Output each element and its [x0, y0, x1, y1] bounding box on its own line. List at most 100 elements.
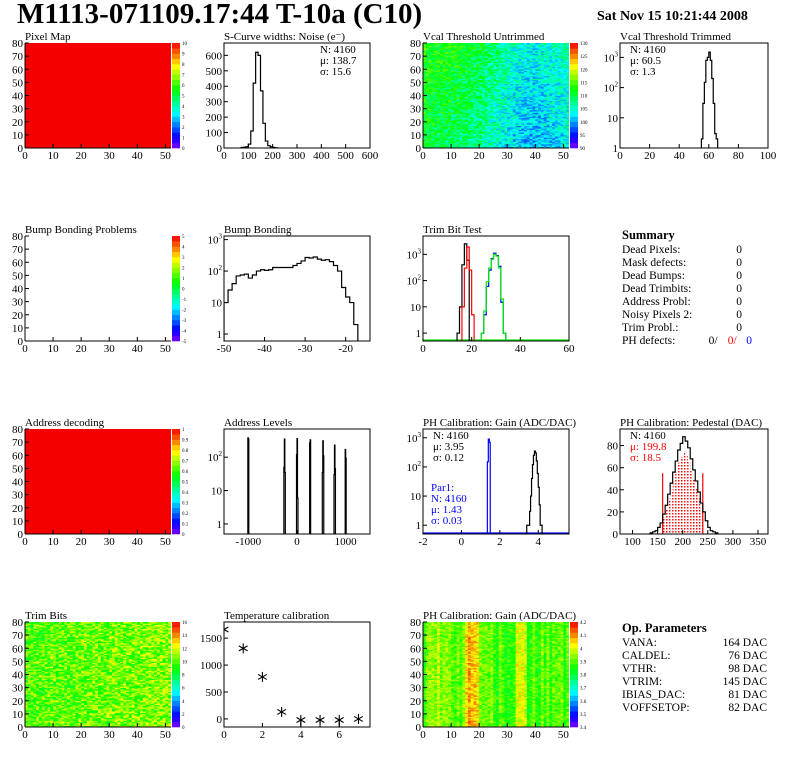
heatmap-cell [538, 77, 542, 79]
heatmap-cell [445, 81, 449, 83]
heatmap-cell [560, 58, 564, 61]
heatmap-cell [521, 137, 525, 140]
heatmap-cell [487, 100, 491, 103]
heatmap-cell [484, 100, 488, 103]
x-tick-label: -40 [257, 343, 272, 355]
heatmap-cell [524, 45, 528, 48]
heatmap-cell [428, 52, 432, 54]
heatmap-cell [526, 128, 530, 130]
heatmap-cell [467, 120, 472, 123]
heatmap-cell [501, 66, 505, 69]
heatmap-cell [512, 140, 516, 142]
heatmap-cell [479, 43, 483, 45]
heatmap-cell [484, 115, 488, 117]
heatmap-cell [476, 43, 480, 45]
heatmap-cell [521, 46, 525, 49]
heatmap-cell [554, 137, 559, 140]
heatmap-cell [30, 654, 34, 657]
heatmap-cell [510, 69, 514, 71]
heatmap-cell [518, 108, 522, 111]
heatmap-cell [459, 124, 463, 126]
heatmap-cell [493, 138, 497, 141]
heatmap-cell [507, 141, 511, 144]
heatmap-cell [33, 635, 37, 637]
heatmap-cell [493, 90, 497, 92]
heatmap-cell [481, 61, 486, 63]
heatmap-cell [560, 96, 564, 99]
palette-swatch [570, 127, 578, 133]
heatmap-cell [524, 136, 528, 138]
heatmap-cell [552, 120, 556, 123]
heatmap-cell [546, 46, 550, 49]
heatmap-cell [473, 71, 477, 74]
heatmap-cell [25, 653, 29, 656]
heatmap-cell [501, 113, 505, 116]
heatmap-cell [493, 44, 497, 46]
heatmap-cell [560, 121, 564, 124]
heatmap-cell [481, 119, 486, 121]
heatmap-cell [27, 649, 31, 652]
heatmap-cell [451, 66, 455, 69]
heatmap-cell [442, 79, 446, 82]
heatmap-cell [442, 91, 446, 94]
heatmap-cell [451, 145, 455, 147]
heatmap-cell [515, 144, 519, 146]
heatmap-cell [442, 61, 446, 63]
heatmap-cell [428, 134, 432, 137]
heatmap-cell [501, 142, 505, 145]
heatmap-cell [453, 112, 457, 115]
heatmap-cell [425, 62, 429, 65]
heatmap-cell [456, 133, 460, 136]
heatmap-cell [518, 77, 522, 79]
heatmap-cell [473, 78, 477, 81]
heatmap-cell [25, 632, 29, 635]
heatmap-cell [456, 106, 460, 108]
heatmap-cell [465, 141, 469, 144]
heatmap-cell [456, 134, 460, 137]
heatmap-cell [27, 679, 31, 682]
heatmap-cell [512, 53, 516, 56]
heatmap-cell [552, 70, 556, 73]
heatmap-cell [467, 116, 472, 119]
heatmap-cell [526, 75, 530, 78]
heatmap-cell [487, 83, 491, 86]
heatmap-cell [518, 48, 522, 50]
heatmap-cell [476, 138, 480, 141]
heatmap-cell [540, 127, 545, 129]
heatmap-cell [518, 127, 522, 129]
heatmap-cell [521, 121, 525, 124]
heatmap-cell [423, 52, 427, 54]
heatmap-cell [510, 65, 514, 67]
heatmap-cell [515, 102, 519, 104]
heatmap-cell [540, 142, 545, 145]
heatmap-cell [540, 77, 545, 79]
heatmap-cell [439, 137, 443, 140]
heatmap-cell [512, 145, 516, 147]
heatmap-cell [510, 137, 514, 140]
heatmap-cell [549, 75, 553, 78]
heatmap-cell [566, 138, 569, 141]
heatmap-cell [563, 112, 567, 115]
heatmap-cell [473, 104, 477, 107]
heatmap-cell [526, 48, 530, 50]
heatmap-cell [431, 144, 435, 146]
heatmap-cell [510, 146, 514, 148]
heatmap-cell [498, 73, 502, 75]
heatmap-cell [33, 640, 37, 642]
heatmap-cell [448, 78, 452, 81]
heatmap-cell [540, 66, 545, 69]
heatmap-cell [512, 81, 516, 83]
heatmap-cell [496, 57, 500, 60]
heatmap-cell [538, 104, 542, 107]
heatmap-cell [439, 128, 443, 130]
heatmap-cell [512, 109, 516, 112]
heatmap-cell [538, 90, 542, 92]
heatmap-cell [563, 91, 567, 94]
heatmap-cell [456, 96, 460, 99]
heatmap-cell [529, 43, 533, 45]
heatmap-cell [30, 643, 34, 645]
heatmap-cell [470, 137, 474, 140]
heatmap-cell [518, 86, 522, 88]
heatmap-cell [501, 78, 505, 81]
x-tick-label: 100 [760, 150, 777, 162]
